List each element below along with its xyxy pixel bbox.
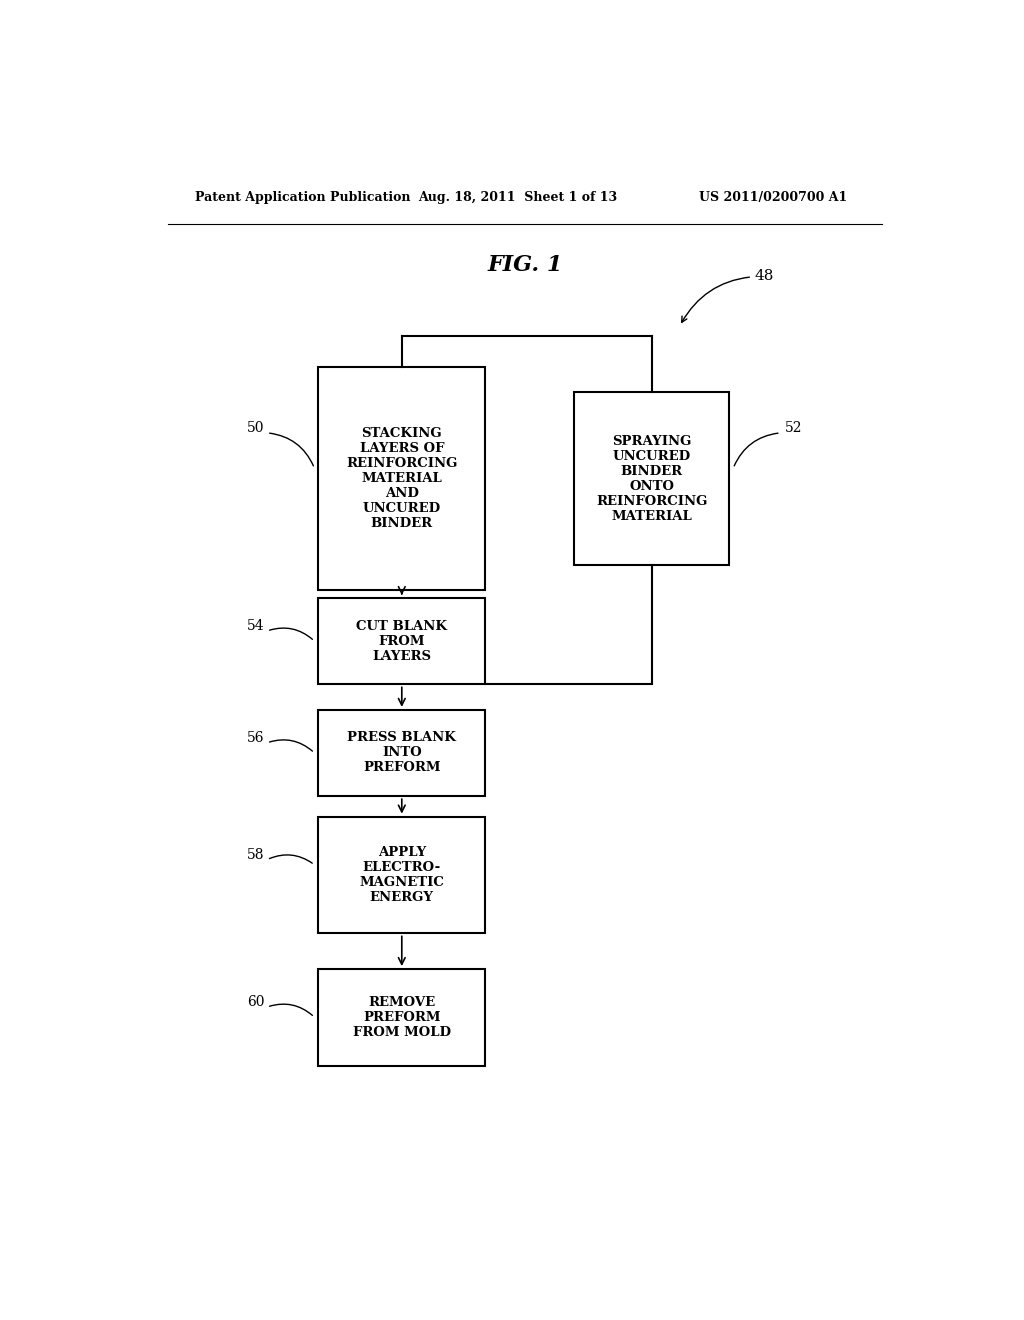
Text: US 2011/0200700 A1: US 2011/0200700 A1 (699, 190, 848, 203)
Bar (318, 710, 485, 796)
Text: 58: 58 (247, 847, 264, 862)
Text: REMOVE
PREFORM
FROM MOLD: REMOVE PREFORM FROM MOLD (353, 995, 451, 1039)
Text: Aug. 18, 2011  Sheet 1 of 13: Aug. 18, 2011 Sheet 1 of 13 (418, 190, 616, 203)
Text: SPRAYING
UNCURED
BINDER
ONTO
REINFORCING
MATERIAL: SPRAYING UNCURED BINDER ONTO REINFORCING… (596, 434, 708, 523)
Text: 56: 56 (247, 731, 264, 744)
Text: 60: 60 (247, 995, 264, 1008)
Text: Patent Application Publication: Patent Application Publication (196, 190, 411, 203)
Bar (318, 817, 485, 933)
Bar (318, 598, 485, 684)
Text: 50: 50 (247, 421, 264, 434)
Text: FIG. 1: FIG. 1 (487, 255, 562, 276)
Text: APPLY
ELECTRO-
MAGNETIC
ENERGY: APPLY ELECTRO- MAGNETIC ENERGY (359, 846, 444, 904)
Text: 48: 48 (682, 269, 774, 322)
Text: 54: 54 (247, 619, 264, 634)
Text: CUT BLANK
FROM
LAYERS: CUT BLANK FROM LAYERS (356, 619, 447, 663)
Text: 52: 52 (784, 421, 802, 434)
Bar (318, 969, 485, 1065)
Text: STACKING
LAYERS OF
REINFORCING
MATERIAL
AND
UNCURED
BINDER: STACKING LAYERS OF REINFORCING MATERIAL … (346, 428, 458, 531)
Bar (574, 392, 729, 565)
Text: PRESS BLANK
INTO
PREFORM: PRESS BLANK INTO PREFORM (347, 731, 457, 775)
Bar (318, 367, 485, 590)
